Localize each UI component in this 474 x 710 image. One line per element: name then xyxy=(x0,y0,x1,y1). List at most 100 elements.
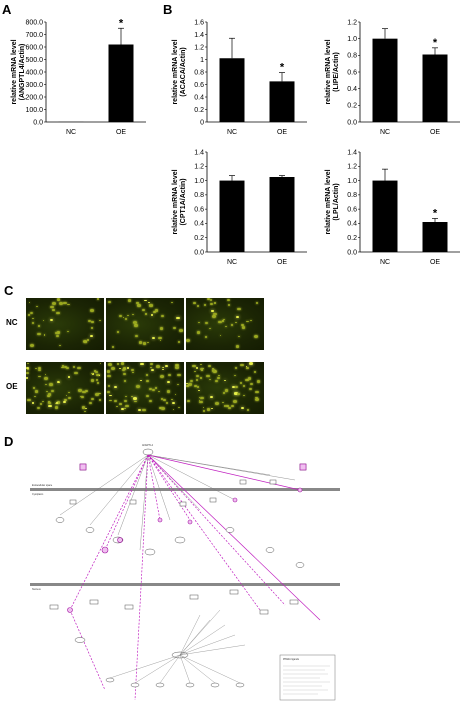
y-tick-label: 0.6 xyxy=(194,82,204,89)
cell xyxy=(146,374,148,375)
y-tick-label: 1.0 xyxy=(347,36,357,43)
y-tick-label: 1.0 xyxy=(194,178,204,185)
cell xyxy=(123,317,125,318)
y-tick-label: 0.0 xyxy=(347,119,357,126)
cell xyxy=(34,396,36,397)
cell xyxy=(257,380,260,382)
y-axis-label-line1: relative mRNA level xyxy=(11,39,18,104)
cell xyxy=(30,312,33,314)
cell xyxy=(228,407,231,409)
cell xyxy=(55,332,58,334)
cell xyxy=(246,367,248,369)
bar-nc xyxy=(220,58,245,122)
cell xyxy=(68,392,70,393)
cell xyxy=(30,344,34,347)
cell xyxy=(26,372,29,374)
y-axis-label-line2: (LIPE/Actin) xyxy=(333,52,340,92)
cell xyxy=(235,386,238,388)
y-axis-label: relative mRNA level(CPT1A/Actin) xyxy=(172,169,187,234)
y-tick-label: 0.0 xyxy=(194,249,204,256)
cell xyxy=(225,326,227,327)
y-tick-label: 1.2 xyxy=(194,164,204,171)
cell xyxy=(228,304,230,306)
cell xyxy=(160,327,164,330)
cell xyxy=(77,367,80,369)
cell xyxy=(256,302,258,304)
cell xyxy=(236,345,240,348)
cell xyxy=(175,394,177,395)
cell xyxy=(134,401,136,403)
cell xyxy=(196,379,199,381)
cell xyxy=(196,367,198,368)
cell xyxy=(237,393,240,395)
cell xyxy=(133,321,137,324)
cell xyxy=(224,405,226,407)
cell xyxy=(211,408,213,410)
cell xyxy=(205,336,207,337)
cell xyxy=(122,369,125,371)
cell xyxy=(188,383,191,385)
x-tick-label: NC xyxy=(380,259,390,266)
cell xyxy=(223,319,225,320)
cell xyxy=(96,379,99,381)
cell xyxy=(145,313,147,314)
cell xyxy=(187,400,190,402)
cell xyxy=(37,407,40,409)
cell xyxy=(231,324,233,325)
cell xyxy=(27,363,29,364)
row-label-nc: NC xyxy=(6,318,18,327)
cell xyxy=(248,377,251,379)
cell xyxy=(210,396,213,398)
y-tick-label: 300.0 xyxy=(25,82,43,89)
cell xyxy=(134,324,138,327)
cell xyxy=(178,341,181,343)
cell xyxy=(82,406,85,408)
cell xyxy=(211,310,213,311)
cell xyxy=(32,402,34,403)
cell xyxy=(95,393,99,396)
cell xyxy=(68,376,70,377)
cell xyxy=(119,403,121,405)
cell xyxy=(142,309,145,311)
cell xyxy=(166,402,169,404)
cell xyxy=(215,380,218,382)
y-axis-label-line2: (ACACA/Actin) xyxy=(180,47,187,96)
bar-nc xyxy=(373,181,398,252)
cell xyxy=(50,306,53,308)
cell xyxy=(88,320,91,322)
cell xyxy=(68,397,71,399)
cell xyxy=(50,319,53,321)
cell xyxy=(238,336,240,337)
cell xyxy=(46,391,48,392)
bar-oe xyxy=(423,55,448,123)
cell xyxy=(109,395,111,396)
cell xyxy=(51,390,53,392)
cell xyxy=(233,400,237,403)
cell xyxy=(48,402,51,404)
cell xyxy=(212,369,215,371)
x-tick-label: NC xyxy=(66,129,76,136)
cell xyxy=(214,302,216,303)
cell xyxy=(148,302,150,303)
y-tick-label: 0.4 xyxy=(194,94,204,101)
x-tick-label: OE xyxy=(430,129,440,136)
cell xyxy=(52,302,56,305)
cell xyxy=(135,335,138,337)
y-tick-label: 100.0 xyxy=(25,107,43,114)
cell xyxy=(247,409,249,410)
cell xyxy=(245,379,248,381)
cell xyxy=(119,368,121,369)
y-tick-label: 0.8 xyxy=(194,69,204,76)
cell xyxy=(62,365,64,366)
cell xyxy=(203,407,205,408)
cell xyxy=(44,377,48,380)
cell xyxy=(243,385,246,387)
cell xyxy=(28,314,30,316)
cell xyxy=(255,398,259,401)
cell xyxy=(186,339,190,342)
cell xyxy=(152,337,155,339)
cell xyxy=(237,308,240,310)
cell xyxy=(29,302,31,303)
